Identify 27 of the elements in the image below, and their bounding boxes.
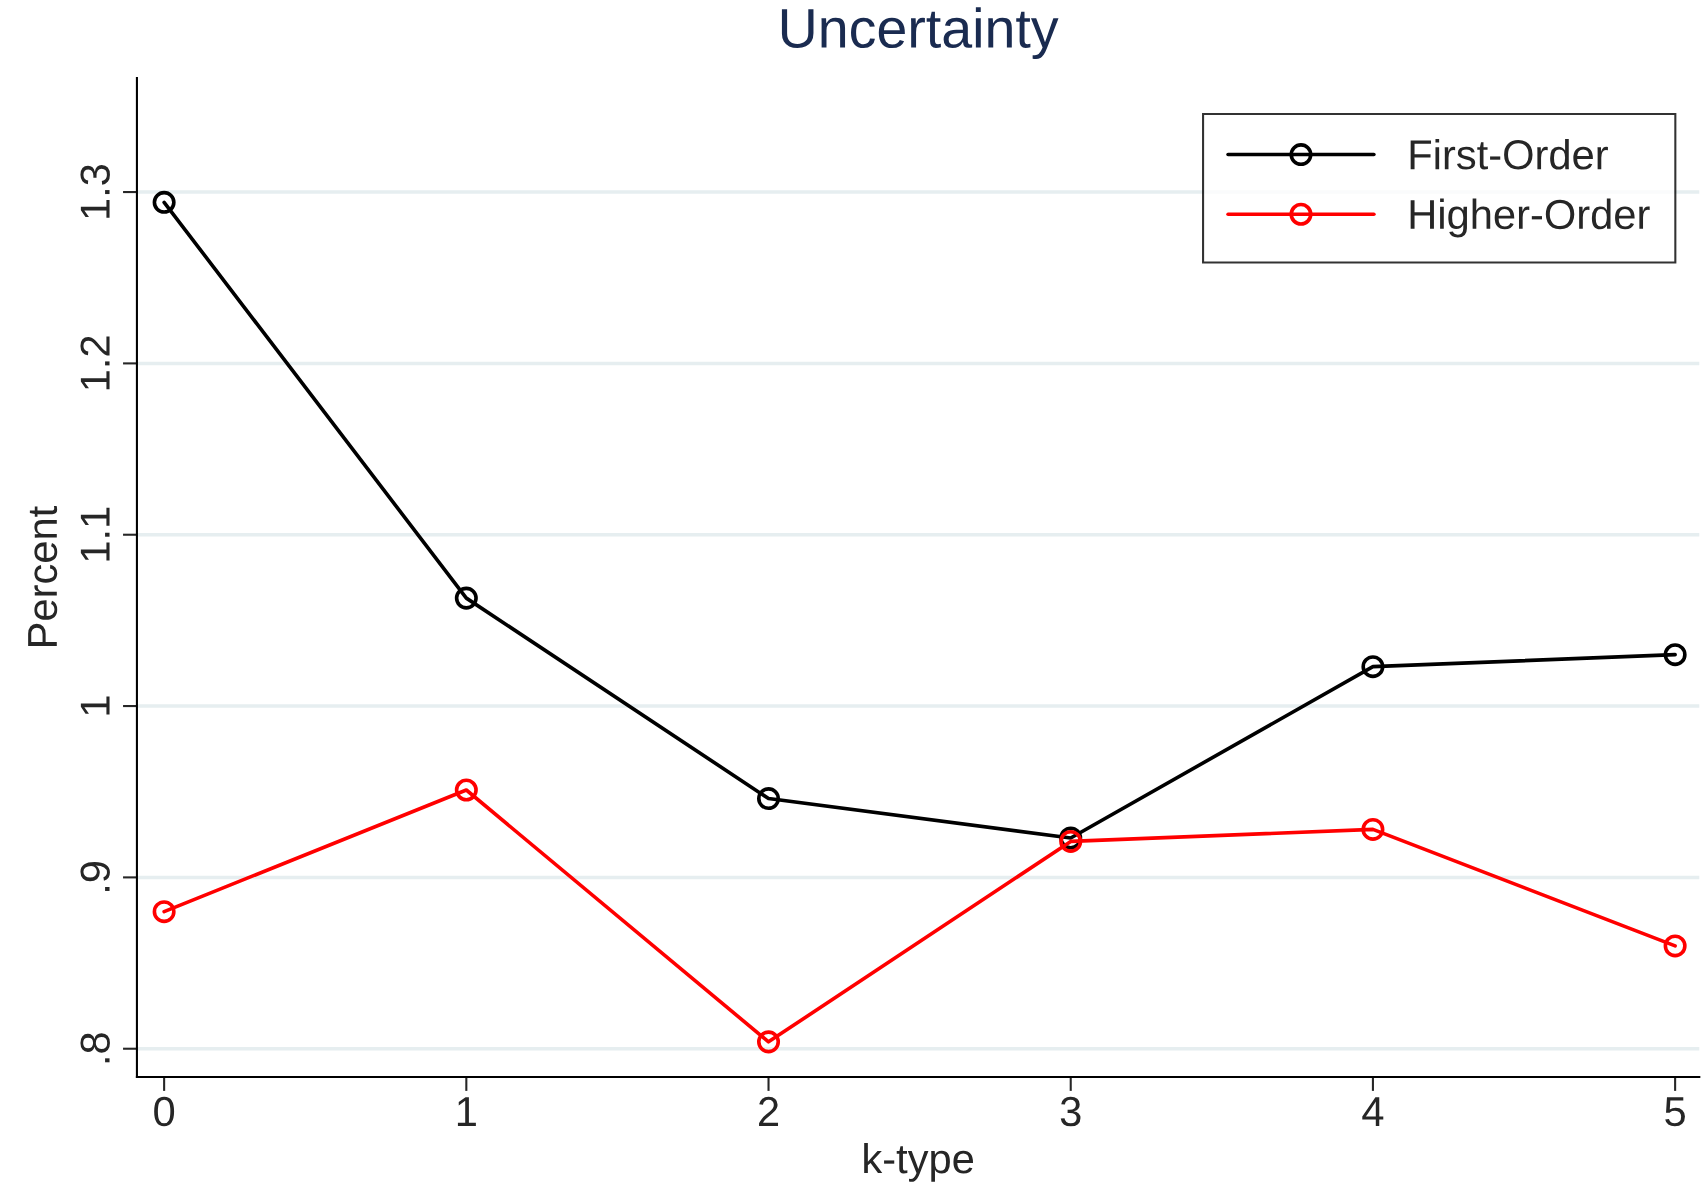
y-tick-label: .8 <box>80 1033 110 1063</box>
point <box>1361 655 1385 679</box>
legend-label: First-Order <box>1410 138 1608 170</box>
x-tick-label: 5 <box>1665 1097 1685 1127</box>
point <box>756 787 781 811</box>
point <box>1361 817 1385 841</box>
y-axis-title: Percent <box>28 506 58 646</box>
point <box>1663 643 1687 667</box>
point <box>1663 934 1687 958</box>
x-tick-label: 0 <box>154 1096 175 1127</box>
point <box>152 900 176 924</box>
point <box>454 586 478 610</box>
y-tick-label: 1.3 <box>80 164 110 218</box>
chart-title: Uncertainty <box>781 7 1059 60</box>
point <box>454 778 478 802</box>
point <box>152 190 176 214</box>
y-tick-label: .9 <box>80 861 110 891</box>
y-tick-label: 1.1 <box>80 507 110 561</box>
y-tick-label: 1 <box>80 696 110 715</box>
point <box>756 1030 781 1054</box>
x-tick-label: 2 <box>759 1096 779 1126</box>
x-tick-label: 1 <box>457 1097 476 1126</box>
x-axis-title: k-type <box>864 1142 973 1182</box>
legend-label: Higher-Order <box>1410 198 1650 238</box>
x-tick-label: 4 <box>1362 1097 1384 1126</box>
y-tick-label: 1.2 <box>80 336 110 390</box>
x-tick-label: 3 <box>1060 1096 1081 1127</box>
